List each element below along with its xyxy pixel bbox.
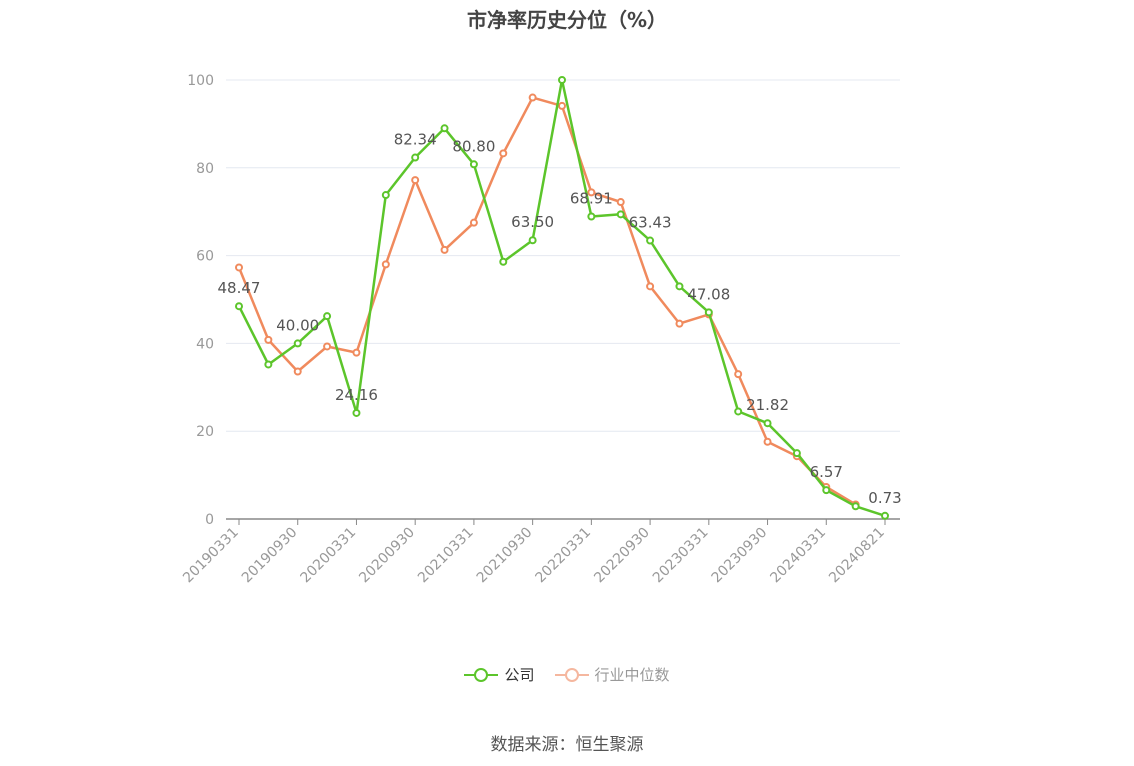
x-tick-label: 20190331 bbox=[180, 525, 242, 587]
data-point bbox=[734, 407, 743, 416]
data-point bbox=[352, 408, 361, 417]
data-point bbox=[646, 236, 655, 245]
data-label: 24.16 bbox=[335, 386, 378, 404]
data-point bbox=[763, 437, 772, 446]
data-point bbox=[381, 191, 390, 200]
data-label: 47.08 bbox=[687, 285, 730, 303]
data-point bbox=[851, 502, 860, 511]
data-point bbox=[499, 257, 508, 266]
legend-company-label: 公司 bbox=[504, 666, 535, 684]
data-label: 82.34 bbox=[394, 131, 437, 149]
data-point bbox=[264, 335, 273, 344]
data-point bbox=[528, 93, 537, 102]
x-tick-label: 20200930 bbox=[356, 525, 418, 587]
legend: 公司 行业中位数 bbox=[0, 664, 1134, 685]
data-point bbox=[675, 282, 684, 291]
data-point bbox=[734, 370, 743, 379]
legend-item-industry-median[interactable]: 行业中位数 bbox=[554, 664, 670, 685]
x-tick-label: 20210331 bbox=[415, 525, 477, 587]
data-point bbox=[558, 76, 566, 84]
data-label: 48.47 bbox=[218, 279, 261, 297]
data-point bbox=[264, 360, 273, 369]
x-tick-label: 20210930 bbox=[474, 525, 536, 587]
data-point bbox=[822, 486, 831, 495]
data-point bbox=[411, 176, 420, 185]
x-tick-label: 20230930 bbox=[709, 525, 771, 587]
data-point bbox=[528, 236, 537, 245]
data-point bbox=[235, 302, 243, 311]
data-point bbox=[792, 449, 801, 458]
legend-industry-label: 行业中位数 bbox=[594, 666, 670, 684]
data-point bbox=[323, 312, 332, 321]
y-tick-label: 60 bbox=[196, 249, 214, 265]
legend-company-marker bbox=[464, 666, 499, 684]
data-point bbox=[293, 339, 302, 348]
data-label: 21.82 bbox=[746, 396, 789, 414]
series-line-0 bbox=[237, 78, 886, 517]
data-point bbox=[499, 149, 508, 158]
data-label: 63.43 bbox=[629, 214, 672, 232]
data-point bbox=[352, 348, 361, 357]
data-point bbox=[587, 188, 596, 197]
data-label: 80.80 bbox=[452, 137, 495, 155]
data-label: 0.73 bbox=[868, 489, 901, 507]
data-label: 63.50 bbox=[511, 213, 554, 231]
x-tick-label: 20230331 bbox=[650, 525, 712, 587]
data-point bbox=[704, 308, 713, 317]
x-tick-label: 20240821 bbox=[826, 525, 888, 587]
legend-item-company[interactable]: 公司 bbox=[464, 664, 535, 685]
legend-industry-marker bbox=[554, 666, 589, 684]
x-tick-label: 20240331 bbox=[767, 525, 829, 587]
y-tick-label: 100 bbox=[187, 73, 214, 89]
data-point bbox=[587, 212, 596, 221]
data-point bbox=[440, 124, 449, 133]
data-point bbox=[558, 101, 566, 110]
data-point bbox=[469, 160, 478, 169]
series-line-1 bbox=[237, 96, 857, 506]
data-point bbox=[675, 319, 684, 328]
data-point bbox=[323, 342, 332, 351]
x-tick-label: 20220930 bbox=[591, 525, 653, 587]
x-tick-label: 20190930 bbox=[239, 525, 301, 587]
data-point bbox=[469, 218, 478, 227]
data-point bbox=[616, 210, 625, 219]
y-tick-label: 80 bbox=[196, 161, 214, 177]
x-tick-label: 20220331 bbox=[532, 525, 594, 587]
data-point bbox=[646, 282, 655, 291]
data-point bbox=[381, 260, 390, 269]
chart-title: 市净率历史分位（%） bbox=[466, 8, 668, 32]
data-point bbox=[616, 198, 625, 207]
data-point bbox=[881, 511, 889, 520]
data-point bbox=[293, 367, 302, 376]
data-point bbox=[440, 245, 449, 254]
x-tick-label: 20200331 bbox=[298, 525, 360, 587]
y-tick-label: 0 bbox=[205, 512, 214, 528]
data-label: 40.00 bbox=[276, 316, 319, 334]
data-point bbox=[763, 419, 772, 428]
data-point bbox=[235, 263, 243, 272]
data-point bbox=[411, 153, 420, 162]
data-label: 6.57 bbox=[810, 463, 843, 481]
y-tick-label: 20 bbox=[196, 424, 214, 440]
y-tick-label: 40 bbox=[196, 336, 214, 352]
data-label: 68.91 bbox=[570, 189, 613, 207]
data-source: 数据来源：恒生聚源 bbox=[490, 735, 644, 755]
